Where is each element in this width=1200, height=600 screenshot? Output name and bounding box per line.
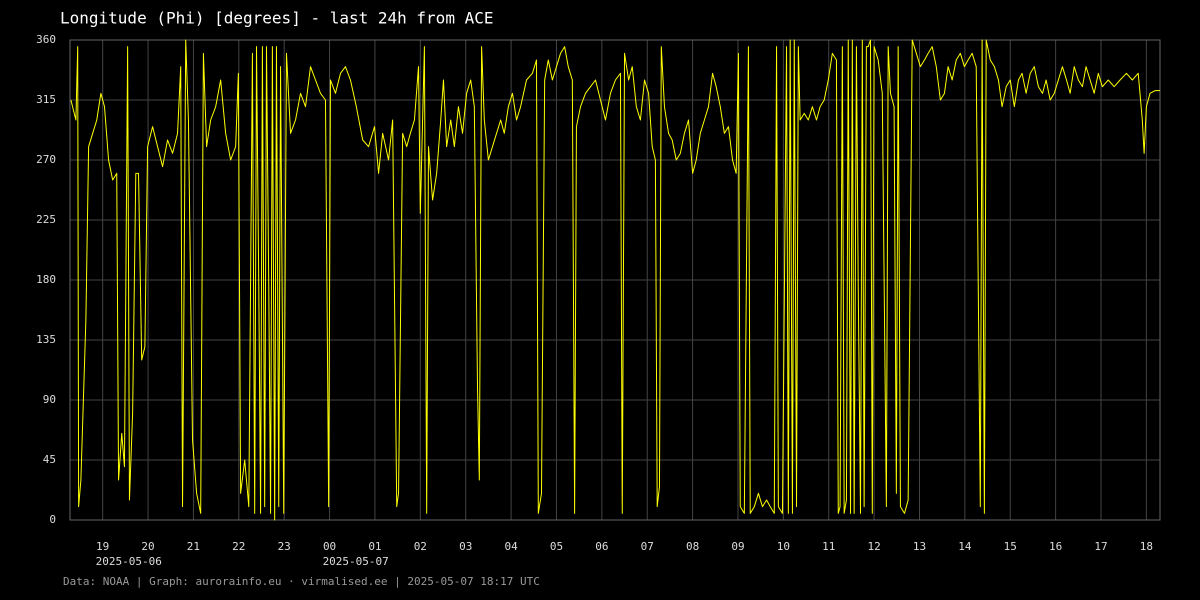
x-tick-label: 13 bbox=[913, 540, 926, 553]
y-tick-label: 360 bbox=[36, 33, 56, 46]
y-tick-label: 135 bbox=[36, 333, 56, 346]
y-tick-label: 90 bbox=[43, 393, 56, 406]
x-tick-label: 15 bbox=[1004, 540, 1017, 553]
x-tick-label: 11 bbox=[822, 540, 835, 553]
footer: Data: NOAA | Graph: aurorainfo.eu · virm… bbox=[63, 575, 540, 588]
plot-frame bbox=[69, 39, 1161, 521]
x-tick-label: 10 bbox=[777, 540, 790, 553]
y-tick-label: 315 bbox=[36, 93, 56, 106]
x-tick-label: 08 bbox=[686, 540, 699, 553]
x-tick-label: 23 bbox=[278, 540, 291, 553]
x-tick-label: 21 bbox=[187, 540, 200, 553]
x-tick-label: 19 bbox=[96, 540, 109, 553]
x-tick-label: 00 bbox=[323, 540, 336, 553]
x-tick-label: 05 bbox=[550, 540, 563, 553]
x-tick-label: 20 bbox=[141, 540, 154, 553]
y-tick-label: 225 bbox=[36, 213, 56, 226]
x-tick-label: 02 bbox=[414, 540, 427, 553]
y-tick-label: 45 bbox=[43, 453, 56, 466]
x-tick-label: 03 bbox=[459, 540, 472, 553]
y-tick-label: 180 bbox=[36, 273, 56, 286]
chart-title: Longitude (Phi) [degrees] - last 24h fro… bbox=[60, 9, 493, 28]
x-tick-label: 16 bbox=[1049, 540, 1062, 553]
date-label: 2025-05-06 bbox=[96, 555, 162, 568]
x-tick-label: 17 bbox=[1094, 540, 1107, 553]
y-tick-label: 0 bbox=[49, 513, 56, 526]
x-tick-label: 06 bbox=[595, 540, 608, 553]
x-tick-label: 14 bbox=[958, 540, 972, 553]
x-tick-label: 18 bbox=[1140, 540, 1153, 553]
x-tick-label: 22 bbox=[232, 540, 245, 553]
x-tick-label: 07 bbox=[641, 540, 654, 553]
date-label: 2025-05-07 bbox=[323, 555, 389, 568]
x-tick-label: 09 bbox=[731, 540, 744, 553]
y-tick-label: 270 bbox=[36, 153, 56, 166]
x-tick-label: 01 bbox=[368, 540, 381, 553]
data-line bbox=[70, 39, 1160, 521]
x-tick-label: 12 bbox=[867, 540, 880, 553]
x-tick-label: 04 bbox=[504, 540, 518, 553]
